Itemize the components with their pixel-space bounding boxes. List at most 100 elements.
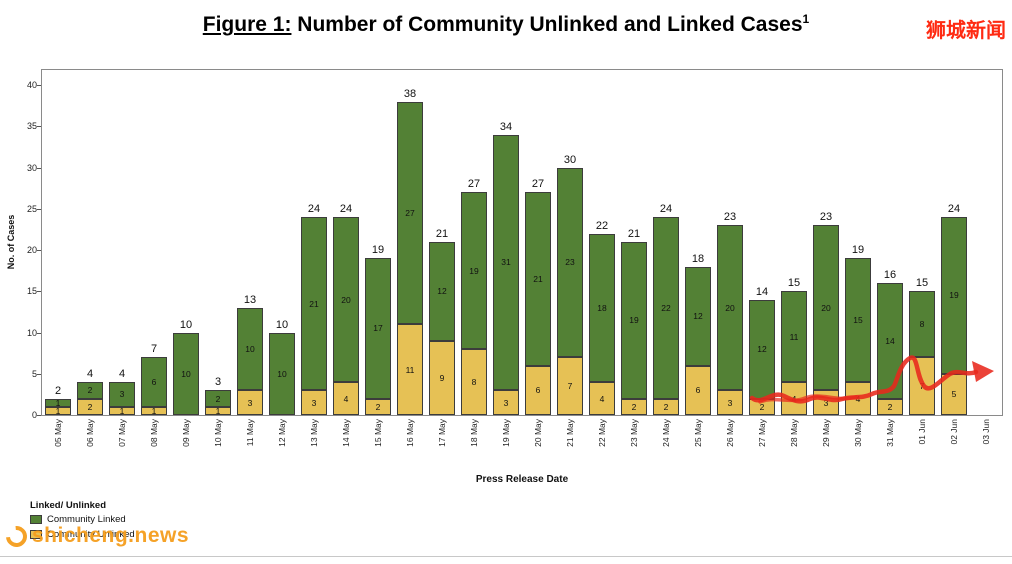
x-tick-label: 22 May bbox=[596, 419, 607, 447]
bar-segment-linked: 20 bbox=[333, 217, 359, 382]
y-tick-mark bbox=[37, 208, 41, 210]
bar-segment-linked: 10 bbox=[237, 307, 263, 391]
bar-total-label: 27 bbox=[531, 178, 545, 191]
bar-total-label: 38 bbox=[403, 87, 417, 100]
bar-segment-unlinked: 8 bbox=[461, 349, 487, 415]
y-tick-label: 35 bbox=[26, 121, 37, 132]
bar-total-label: 24 bbox=[307, 203, 321, 215]
bar-total-label: 16 bbox=[883, 269, 897, 281]
bar-segment-unlinked: 2 bbox=[77, 398, 103, 415]
y-tick-mark bbox=[37, 167, 41, 169]
bar-segment-linked: 19 bbox=[621, 241, 647, 399]
bar-segment-linked: 20 bbox=[717, 225, 743, 391]
bar-total-label: 14 bbox=[755, 285, 769, 298]
x-tick-label: 08 May bbox=[148, 419, 159, 447]
bar-total-label: 10 bbox=[179, 318, 193, 331]
x-tick-label: 26 May bbox=[724, 419, 735, 447]
x-tick-label: 10 May bbox=[212, 419, 223, 447]
bar-segment-unlinked: 4 bbox=[333, 382, 359, 415]
bar-total-label: 4 bbox=[86, 368, 94, 380]
bar-segment-linked: 6 bbox=[141, 357, 167, 407]
bar-total-label: 3 bbox=[214, 376, 222, 389]
bar-total-label: 15 bbox=[915, 277, 929, 290]
bar-segment-unlinked: 9 bbox=[429, 340, 455, 415]
legend-swatch-unlinked bbox=[30, 530, 42, 539]
bar-segment-unlinked: 3 bbox=[493, 390, 519, 415]
bar-total-label: 19 bbox=[851, 244, 865, 257]
bar-segment-linked: 18 bbox=[589, 233, 615, 382]
bar-segment-unlinked: 7 bbox=[909, 357, 935, 415]
x-tick-label: 28 May bbox=[788, 419, 799, 447]
legend-label-unlinked: Community Unlinked bbox=[47, 529, 135, 540]
bar-segment-unlinked: 1 bbox=[205, 406, 231, 416]
bar-segment-linked: 10 bbox=[173, 332, 199, 415]
bar-segment-unlinked: 3 bbox=[301, 390, 327, 415]
y-tick-label: 20 bbox=[26, 245, 37, 255]
bar-total-label: 21 bbox=[435, 227, 449, 240]
bar-segment-linked: 15 bbox=[845, 258, 871, 382]
x-tick-label: 29 May bbox=[820, 419, 831, 447]
y-tick-mark bbox=[37, 415, 41, 416]
y-tick-label: 15 bbox=[26, 286, 37, 297]
x-tick-label: 30 May bbox=[852, 419, 863, 447]
x-tick-label: 02 Jun bbox=[948, 419, 959, 445]
y-tick-label: 40 bbox=[26, 80, 37, 90]
bar-segment-linked: 21 bbox=[525, 192, 551, 366]
x-tick-label: 13 May bbox=[308, 419, 319, 447]
bar-segment-unlinked: 2 bbox=[621, 398, 647, 415]
bar-segment-linked: 19 bbox=[941, 217, 967, 374]
bar-total-label: 34 bbox=[499, 120, 513, 133]
bar-segment-linked: 12 bbox=[685, 266, 711, 366]
y-tick-label: 5 bbox=[31, 368, 37, 379]
bar-segment-unlinked: 2 bbox=[365, 398, 391, 415]
x-tick-label: 18 May bbox=[468, 419, 479, 447]
y-tick-mark bbox=[37, 291, 41, 293]
bar-total-label: 24 bbox=[947, 203, 961, 215]
x-tick-label: 20 May bbox=[532, 419, 543, 447]
figure-title-superscript: 1 bbox=[802, 12, 810, 26]
watermark-top-right: 狮城新闻 bbox=[926, 20, 1006, 42]
bar-segment-unlinked: 1 bbox=[141, 406, 167, 416]
bar-segment-unlinked: 4 bbox=[781, 382, 807, 415]
bar-total-label: 27 bbox=[467, 178, 481, 191]
bar-segment-linked: 3 bbox=[109, 382, 135, 407]
bar-total-label: 10 bbox=[275, 318, 289, 331]
x-tick-label: 09 May bbox=[180, 419, 191, 447]
x-tick-label: 05 May bbox=[52, 419, 63, 447]
bar-total-label: 30 bbox=[563, 153, 577, 166]
x-tick-label: 23 May bbox=[628, 419, 639, 447]
bar-segment-unlinked: 3 bbox=[813, 390, 839, 415]
bar-segment-linked: 1 bbox=[45, 398, 71, 408]
y-tick-label: 0 bbox=[31, 410, 37, 420]
x-tick-label: 25 May bbox=[692, 419, 703, 447]
bar-total-label: 2 bbox=[54, 384, 62, 397]
bar-total-label: 23 bbox=[723, 211, 737, 224]
bar-segment-unlinked: 7 bbox=[557, 357, 583, 415]
x-tick-label: 19 May bbox=[500, 419, 511, 447]
bar-total-label: 24 bbox=[339, 203, 353, 215]
bar-segment-unlinked: 2 bbox=[877, 398, 903, 415]
x-tick-label: 14 May bbox=[340, 419, 351, 447]
x-tick-label: 16 May bbox=[404, 419, 415, 447]
bar-segment-linked: 12 bbox=[749, 299, 775, 399]
x-tick-label: 06 May bbox=[84, 419, 95, 447]
x-tick-label: 03 Jun bbox=[980, 419, 991, 445]
bar-total-label: 19 bbox=[371, 244, 385, 257]
bar-segment-unlinked: 4 bbox=[589, 382, 615, 415]
bar-segment-unlinked: 3 bbox=[717, 390, 743, 415]
bar-segment-unlinked: 2 bbox=[653, 398, 679, 415]
figure-title: Figure 1: Number of Community Unlinked a… bbox=[0, 12, 1012, 37]
x-tick-label: 27 May bbox=[756, 419, 767, 447]
y-tick-mark bbox=[37, 332, 41, 334]
watermark-bottom-left-text: shicheng.news bbox=[32, 524, 190, 547]
bar-total-label: 13 bbox=[243, 293, 257, 306]
y-tick-label: 10 bbox=[26, 327, 37, 338]
y-tick-mark bbox=[37, 85, 41, 86]
bar-segment-linked: 23 bbox=[557, 167, 583, 358]
bar-segment-unlinked: 1 bbox=[45, 406, 71, 416]
bar-segment-unlinked: 4 bbox=[845, 382, 871, 415]
bar-total-label: 18 bbox=[691, 252, 705, 265]
y-tick-mark bbox=[37, 250, 41, 251]
x-tick-label: 24 May bbox=[660, 419, 671, 447]
bar-segment-unlinked: 3 bbox=[237, 390, 263, 415]
